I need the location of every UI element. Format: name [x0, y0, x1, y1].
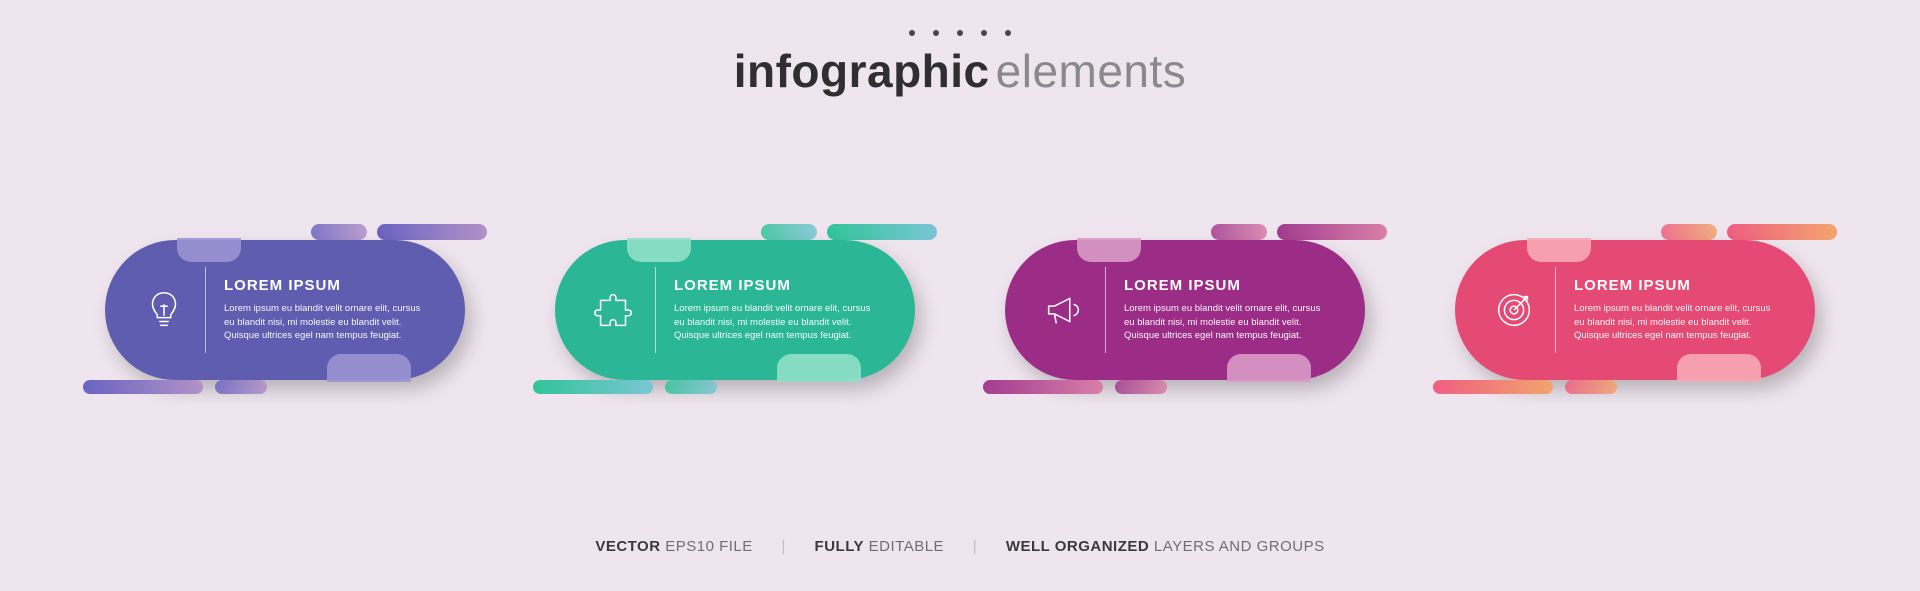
footer-strong: FULLY — [815, 538, 864, 555]
accent-bar-icon — [761, 224, 817, 240]
notch-icon — [1227, 354, 1311, 382]
card-text: LOREM IPSUM Lorem ipsum eu blandit velit… — [1574, 277, 1781, 343]
accent-bar-icon — [377, 224, 487, 240]
card-text: LOREM IPSUM Lorem ipsum eu blandit velit… — [1124, 277, 1331, 343]
card-pill: LOREM IPSUM Lorem ipsum eu blandit velit… — [1455, 240, 1815, 380]
card-pill: LOREM IPSUM Lorem ipsum eu blandit velit… — [555, 240, 915, 380]
dot — [1005, 30, 1011, 36]
megaphone-icon — [1037, 283, 1091, 337]
footer-text: LAYERS AND GROUPS — [1149, 538, 1324, 555]
info-card-1: LOREM IPSUM Lorem ipsum eu blandit velit… — [105, 230, 465, 390]
accent-bar-icon — [1211, 224, 1267, 240]
accent-bar-icon — [311, 224, 367, 240]
notch-icon — [327, 354, 411, 382]
card-title: LOREM IPSUM — [1574, 277, 1781, 294]
accent-bar-icon — [983, 380, 1103, 394]
card-pill: LOREM IPSUM Lorem ipsum eu blandit velit… — [105, 240, 465, 380]
accent-bar-icon — [1565, 380, 1617, 394]
target-icon — [1487, 283, 1541, 337]
divider-icon — [655, 267, 656, 353]
accent-bar-icon — [827, 224, 937, 240]
card-text: LOREM IPSUM Lorem ipsum eu blandit velit… — [224, 277, 431, 343]
puzzle-icon — [587, 283, 641, 337]
page-title: infographicelements — [0, 44, 1920, 98]
info-card-2: LOREM IPSUM Lorem ipsum eu blandit velit… — [555, 230, 915, 390]
dot — [981, 30, 987, 36]
card-title: LOREM IPSUM — [674, 277, 881, 294]
header-dots — [0, 30, 1920, 36]
dot — [909, 30, 915, 36]
footer-strong: WELL ORGANIZED — [1006, 538, 1149, 555]
info-card-3: LOREM IPSUM Lorem ipsum eu blandit velit… — [1005, 230, 1365, 390]
accent-bar-icon — [215, 380, 267, 394]
card-title: LOREM IPSUM — [224, 277, 431, 294]
accent-bar-icon — [1661, 224, 1717, 240]
separator-icon: | — [973, 538, 977, 555]
card-pill: LOREM IPSUM Lorem ipsum eu blandit velit… — [1005, 240, 1365, 380]
title-light: elements — [996, 45, 1187, 97]
notch-icon — [1677, 354, 1761, 382]
arc-icon — [177, 238, 241, 262]
divider-icon — [205, 267, 206, 353]
dot — [957, 30, 963, 36]
arc-icon — [627, 238, 691, 262]
divider-icon — [1555, 267, 1556, 353]
accent-bar-icon — [83, 380, 203, 394]
lightbulb-icon — [137, 283, 191, 337]
arc-icon — [1077, 238, 1141, 262]
accent-bar-icon — [1727, 224, 1837, 240]
accent-bar-icon — [1277, 224, 1387, 240]
accent-bar-icon — [665, 380, 717, 394]
footer-strong: VECTOR — [595, 538, 660, 555]
card-text: LOREM IPSUM Lorem ipsum eu blandit velit… — [674, 277, 881, 343]
card-body: Lorem ipsum eu blandit velit ornare elit… — [224, 302, 431, 343]
footer: VECTOR EPS10 FILE | FULLY EDITABLE | WEL… — [0, 538, 1920, 555]
card-body: Lorem ipsum eu blandit velit ornare elit… — [1574, 302, 1781, 343]
arc-icon — [1527, 238, 1591, 262]
card-body: Lorem ipsum eu blandit velit ornare elit… — [1124, 302, 1331, 343]
accent-bar-icon — [1433, 380, 1553, 394]
info-card-4: LOREM IPSUM Lorem ipsum eu blandit velit… — [1455, 230, 1815, 390]
title-bold: infographic — [734, 45, 990, 97]
notch-icon — [777, 354, 861, 382]
cards-row: LOREM IPSUM Lorem ipsum eu blandit velit… — [0, 230, 1920, 390]
divider-icon — [1105, 267, 1106, 353]
separator-icon: | — [781, 538, 785, 555]
dot — [933, 30, 939, 36]
card-body: Lorem ipsum eu blandit velit ornare elit… — [674, 302, 881, 343]
accent-bar-icon — [533, 380, 653, 394]
footer-text: EDITABLE — [864, 538, 944, 555]
header: infographicelements — [0, 0, 1920, 98]
footer-text: EPS10 FILE — [661, 538, 753, 555]
card-title: LOREM IPSUM — [1124, 277, 1331, 294]
accent-bar-icon — [1115, 380, 1167, 394]
